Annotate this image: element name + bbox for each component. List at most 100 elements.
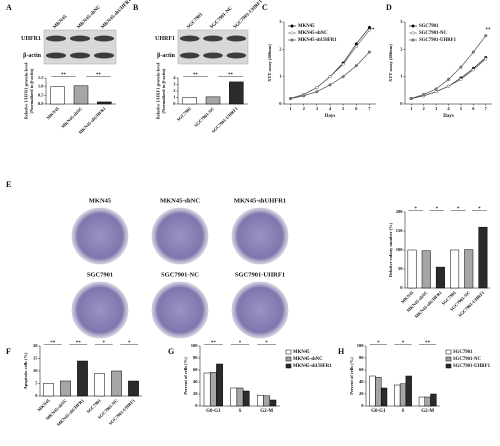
y-tick-label: 3 (279, 19, 282, 24)
lane-label: MKN45-shUHFR1 (101, 0, 133, 30)
x-tick-label: SGC7901 (85, 397, 102, 414)
legend-label: SGC7901-NC (453, 357, 482, 362)
y-tick-label: 3 (173, 82, 176, 87)
y-tick-label: 100 (396, 247, 404, 252)
y-tick-label: 200 (396, 209, 404, 214)
y-tick-label: 0.5 (38, 92, 44, 97)
y-tick-label: 2 (279, 46, 282, 51)
colony-dish (151, 281, 209, 339)
legend-marker (290, 31, 294, 35)
legend-label: SGC7901-NC (419, 31, 448, 36)
panel-letter: C (262, 3, 268, 12)
blot-band (69, 35, 91, 42)
blot-band (226, 52, 247, 59)
blot-band (93, 52, 115, 59)
x-tick-label: G2-M (260, 409, 273, 414)
bar (464, 249, 474, 289)
legend-label: SGC7901-UHRF1 (419, 38, 457, 43)
photo-label: MKN45-shUHFR1 (234, 197, 286, 204)
point (289, 97, 293, 101)
x-tick-label: 3 (435, 106, 438, 111)
y-tick-label: 80 (359, 355, 364, 360)
bar (60, 380, 71, 397)
blot-band (179, 52, 200, 59)
y-tick-label: 0 (400, 285, 403, 290)
significance-mark: ** (193, 73, 199, 78)
y-tick-label: 80 (193, 355, 198, 360)
point (447, 84, 451, 88)
point (341, 75, 345, 79)
legend-label: MKN45 (298, 24, 315, 29)
y-tick-label: 100 (357, 343, 365, 348)
point (302, 94, 306, 98)
significance-mark: * (265, 341, 268, 346)
bar (94, 373, 105, 397)
significance-mark: ** (425, 341, 431, 346)
bar (43, 383, 54, 397)
legend-swatch (445, 349, 452, 355)
bar (77, 360, 88, 397)
point (367, 28, 371, 32)
colony-dish (71, 207, 129, 265)
significance-mark: * (478, 207, 481, 212)
photo-label: SGC7901-NC (161, 271, 199, 278)
lane-label: MKN45-shNC (77, 5, 103, 31)
x-tick-label: 5 (460, 106, 463, 111)
x-axis-label: Days (325, 114, 336, 119)
bar (399, 383, 407, 407)
y-tick-label: 100 (191, 343, 199, 348)
y-tick-label: 0 (400, 101, 403, 106)
y-axis-label: Percent of cells (%) (183, 357, 188, 395)
y-tick-label: 0 (279, 101, 282, 106)
blot-band (226, 35, 247, 42)
point (471, 50, 475, 54)
point (354, 45, 358, 49)
point (459, 65, 463, 69)
point (354, 42, 358, 46)
bar (478, 226, 488, 289)
significance-mark: ** (61, 73, 67, 78)
photo-label: MKN45-shNC (160, 197, 200, 204)
bar (242, 390, 250, 407)
blot-band (69, 52, 91, 59)
y-tick-label: 20 (193, 391, 198, 396)
y-tick-label: 1 (400, 74, 403, 79)
x-tick-label: MKN45 (36, 397, 51, 412)
legend-swatch (285, 363, 292, 369)
point (409, 97, 413, 101)
bar (269, 399, 277, 407)
y-tick-label: 10 (33, 368, 38, 373)
x-tick-label: G0-G1 (206, 409, 221, 414)
x-tick-label: 6 (472, 106, 475, 111)
blot-background (177, 29, 249, 65)
panel-letter: E (6, 180, 11, 189)
bar (380, 387, 388, 407)
bar (263, 395, 271, 407)
y-tick-label: 150 (396, 228, 404, 233)
point (328, 83, 332, 87)
colony-dish (71, 281, 129, 339)
y-tick-label: 40 (193, 379, 198, 384)
colony-dish (231, 281, 289, 339)
bar (73, 85, 89, 105)
x-tick-label: 7 (485, 106, 488, 111)
legend-label: MKN45-shUHFR1 (298, 38, 337, 43)
photo-label: MKN45 (89, 197, 112, 204)
legend-swatch (285, 356, 292, 362)
y-tick-label: 2 (173, 88, 176, 93)
point (422, 92, 426, 96)
legend-label: SGC7901 (419, 24, 439, 29)
point (341, 62, 345, 66)
x-tick-label: S (239, 409, 242, 414)
blot-band (93, 35, 115, 42)
significance-mark: ** (486, 28, 492, 33)
bar (421, 250, 431, 289)
y-tick-label: 50 (398, 266, 403, 271)
bar (375, 376, 382, 407)
x-tick-label: 5 (342, 106, 345, 111)
significance-mark: * (377, 341, 380, 346)
bar (424, 396, 431, 407)
y-axis-label: XTT assay (466nm) (267, 44, 272, 82)
blot-row-label: UHRF1 (155, 36, 175, 42)
y-axis-label: Relative colony number (%) (388, 222, 393, 277)
